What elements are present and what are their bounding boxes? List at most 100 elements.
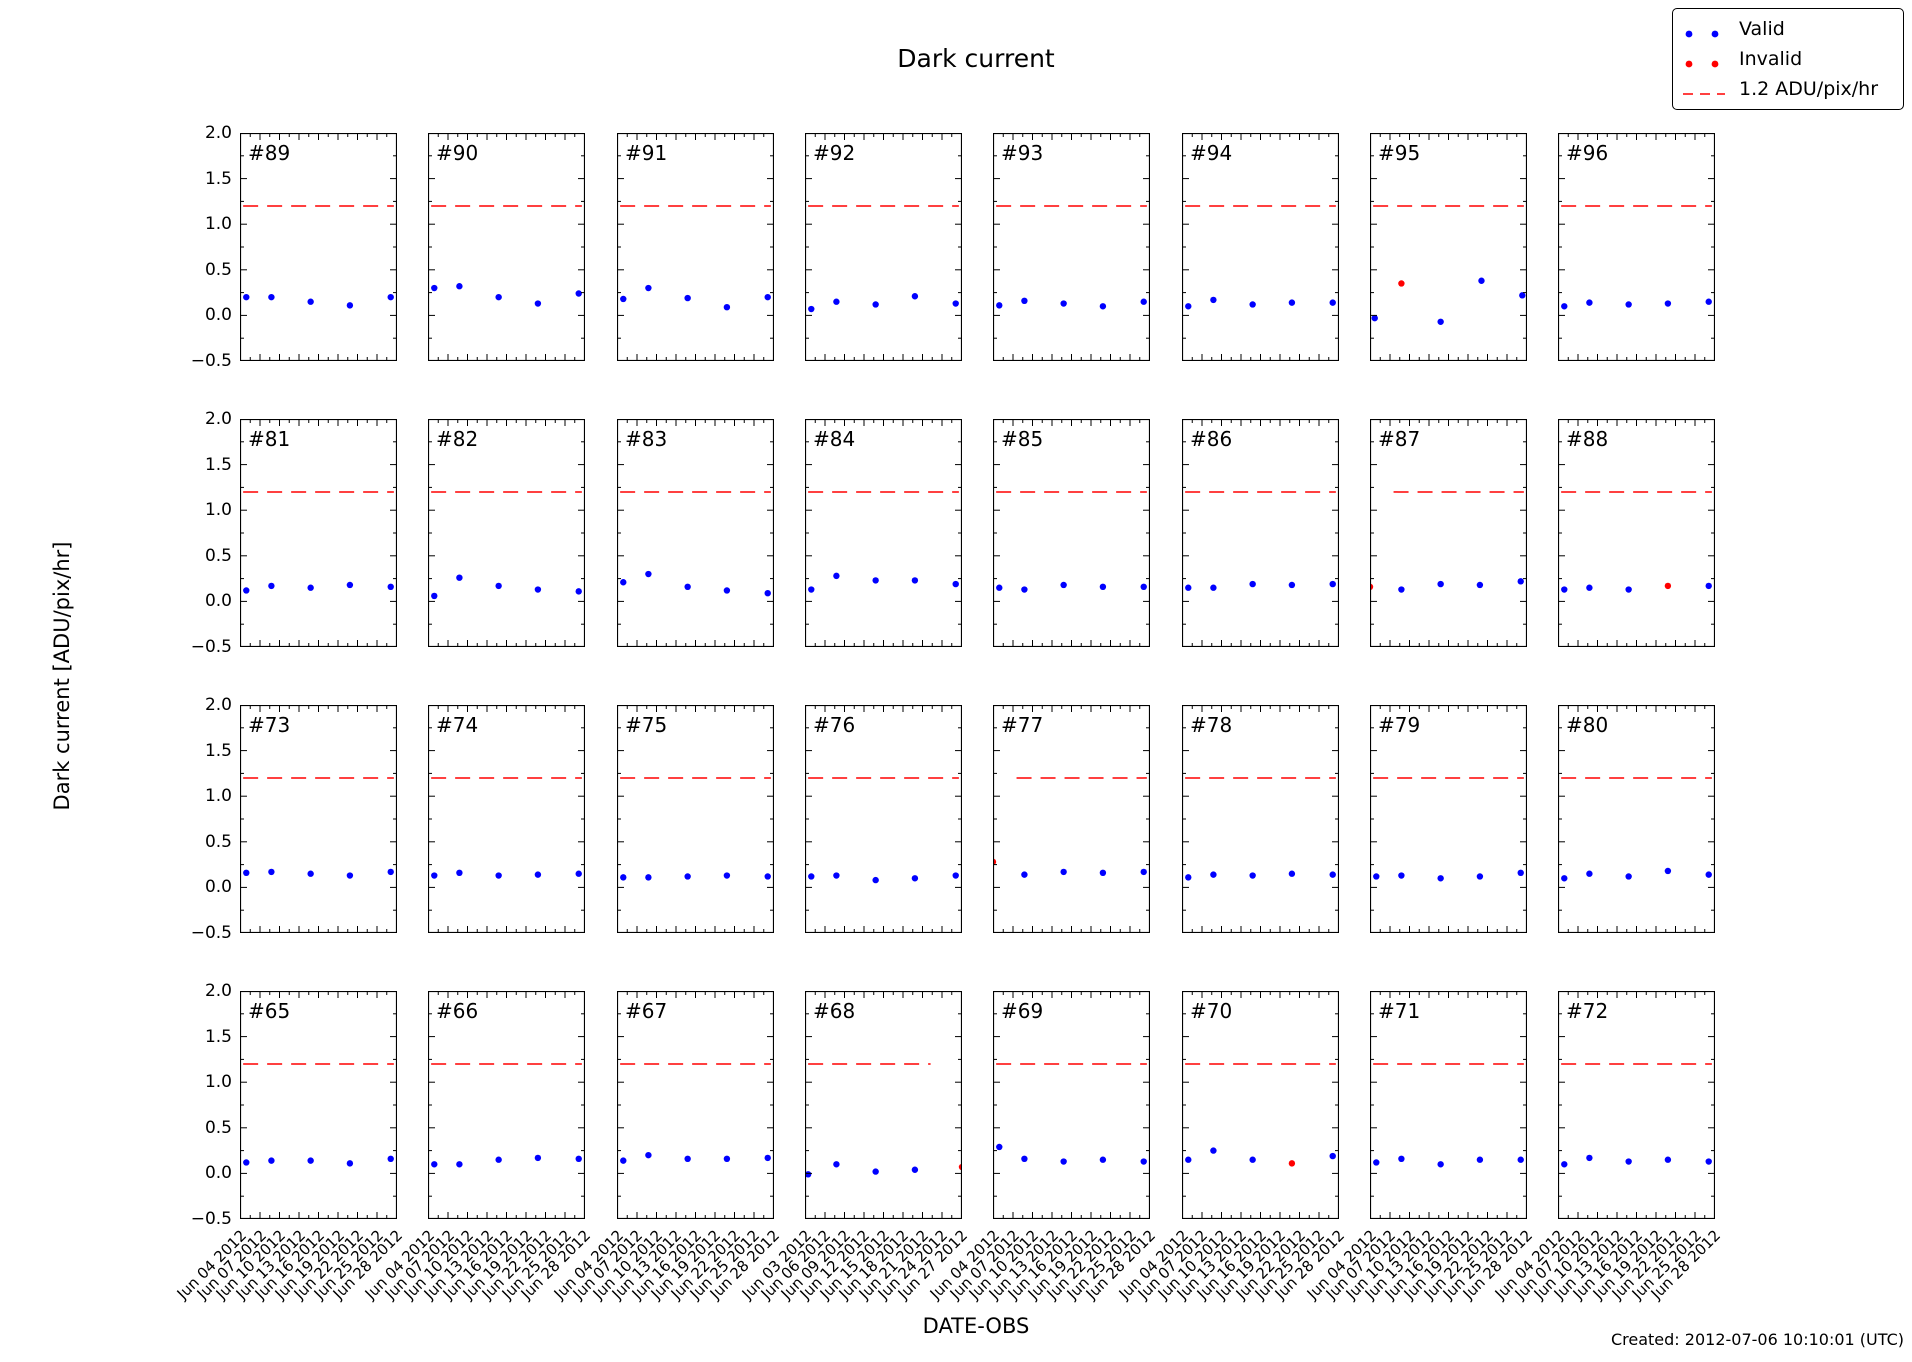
data-point-valid — [1099, 583, 1107, 591]
subplot-canvas: #71 — [1369, 991, 1527, 1219]
subplot-82: #82 — [428, 419, 586, 647]
subplot-73: #73 — [240, 705, 397, 933]
data-point-valid — [268, 1157, 275, 1164]
data-point-valid — [1021, 297, 1028, 305]
data-point-valid — [1288, 581, 1295, 589]
subplot-70: #70 — [1181, 991, 1339, 1219]
data-point-valid — [431, 284, 438, 292]
axis-ticks — [240, 705, 397, 933]
axis-ticks — [1369, 991, 1527, 1219]
legend-label-threshold: 1.2 ADU/pix/hr — [1739, 78, 1879, 100]
subplot-canvas: #92 — [804, 133, 962, 361]
axis-ticks — [804, 419, 962, 647]
subplot-canvas: #90 — [428, 133, 586, 361]
data-point-valid — [456, 574, 463, 581]
data-point-valid — [1248, 580, 1256, 588]
subplot-96: #96 — [1558, 133, 1716, 361]
data-point-valid — [1248, 872, 1256, 879]
axis-ticks — [428, 133, 586, 361]
data-point-valid — [307, 584, 314, 591]
y-tick-label: 0.0 — [204, 305, 232, 326]
subplot-canvas: #69 — [993, 991, 1151, 1219]
data-point-valid — [431, 1161, 438, 1168]
data-point-valid — [1021, 871, 1028, 878]
data-point-valid — [1329, 871, 1336, 878]
y-tick-label: 1.0 — [204, 500, 232, 521]
subplot-id: #89 — [248, 141, 290, 165]
axis-ticks — [1181, 991, 1339, 1219]
data-point-valid — [1705, 582, 1713, 590]
subplot-id: #68 — [813, 999, 855, 1023]
data-point-valid — [1184, 874, 1191, 881]
subplot-id: #84 — [813, 427, 855, 451]
subplot-92: #92 — [804, 133, 962, 361]
subplot-canvas: #68 — [804, 991, 962, 1219]
subplot-id: #75 — [625, 713, 667, 737]
data-point-valid — [495, 1156, 503, 1163]
y-tick-label: 2.0 — [204, 981, 232, 1001]
data-point-valid — [1705, 298, 1713, 305]
plot-border — [1181, 419, 1339, 647]
data-point-valid — [684, 583, 691, 591]
plot-border — [616, 991, 774, 1219]
data-point-valid — [534, 300, 542, 307]
axis-ticks — [428, 705, 586, 933]
axis-ticks — [616, 133, 774, 361]
valid-marker-icon — [1681, 23, 1727, 38]
plot-border — [1558, 133, 1716, 361]
subplot-71: #71 — [1369, 991, 1527, 1219]
data-point-valid — [1099, 869, 1107, 877]
subplot-id: #77 — [1001, 713, 1043, 737]
subplot-id: #91 — [625, 141, 667, 165]
data-point-valid — [575, 1155, 583, 1163]
data-point-valid — [1518, 292, 1526, 299]
data-point-valid — [911, 1166, 918, 1173]
y-tick-label: 0.5 — [204, 1117, 232, 1138]
subplot-canvas: #81 — [240, 419, 397, 647]
subplot-canvas: #85 — [993, 419, 1151, 647]
y-tick-label: 2.0 — [204, 695, 232, 715]
data-point-valid — [1561, 1161, 1568, 1168]
plot-border — [804, 991, 962, 1219]
data-point-valid — [1625, 873, 1632, 880]
data-point-valid — [243, 293, 250, 301]
data-point-valid — [1060, 581, 1068, 589]
subplot-87: #87 — [1369, 419, 1527, 647]
y-tick-label: −0.5 — [190, 637, 232, 657]
plot-border — [804, 419, 962, 647]
data-point-valid — [1517, 869, 1524, 877]
subplot-72: #72 — [1558, 991, 1716, 1219]
data-point-valid — [1371, 314, 1378, 322]
subplot-id: #78 — [1190, 713, 1232, 737]
data-point-valid — [723, 1155, 730, 1163]
axis-ticks — [616, 419, 774, 647]
legend: Valid Invalid 1.2 ADU/pix/hr — [1672, 8, 1904, 110]
data-point-valid — [996, 302, 1003, 309]
plot-border — [1181, 133, 1339, 361]
data-point-invalid — [1288, 1160, 1295, 1167]
subplot-93: #93 — [993, 133, 1151, 361]
subplot-canvas: #74 — [428, 705, 586, 933]
plot-border — [1369, 991, 1527, 1219]
subplot-85: #85 — [993, 419, 1151, 647]
data-point-valid — [764, 1154, 771, 1162]
data-point-valid — [1060, 300, 1068, 307]
y-tick-label: 1.5 — [204, 740, 232, 761]
data-point-valid — [952, 300, 959, 307]
axis-ticks — [1369, 133, 1527, 361]
data-point-valid — [1209, 871, 1217, 878]
data-point-valid — [1184, 584, 1191, 591]
data-point-valid — [1021, 1155, 1028, 1163]
data-point-valid — [807, 586, 815, 593]
data-point-valid — [534, 1154, 542, 1162]
data-point-valid — [1372, 1159, 1380, 1166]
subplot-83: #83 — [616, 419, 774, 647]
plot-border — [616, 419, 774, 647]
y-tick-label: −0.5 — [190, 923, 232, 943]
data-point-valid — [1140, 583, 1148, 591]
data-point-valid — [996, 1143, 1003, 1151]
data-point-valid — [1288, 299, 1295, 306]
data-point-valid — [1248, 301, 1256, 308]
data-point-valid — [431, 592, 438, 600]
data-point-valid — [723, 587, 730, 594]
